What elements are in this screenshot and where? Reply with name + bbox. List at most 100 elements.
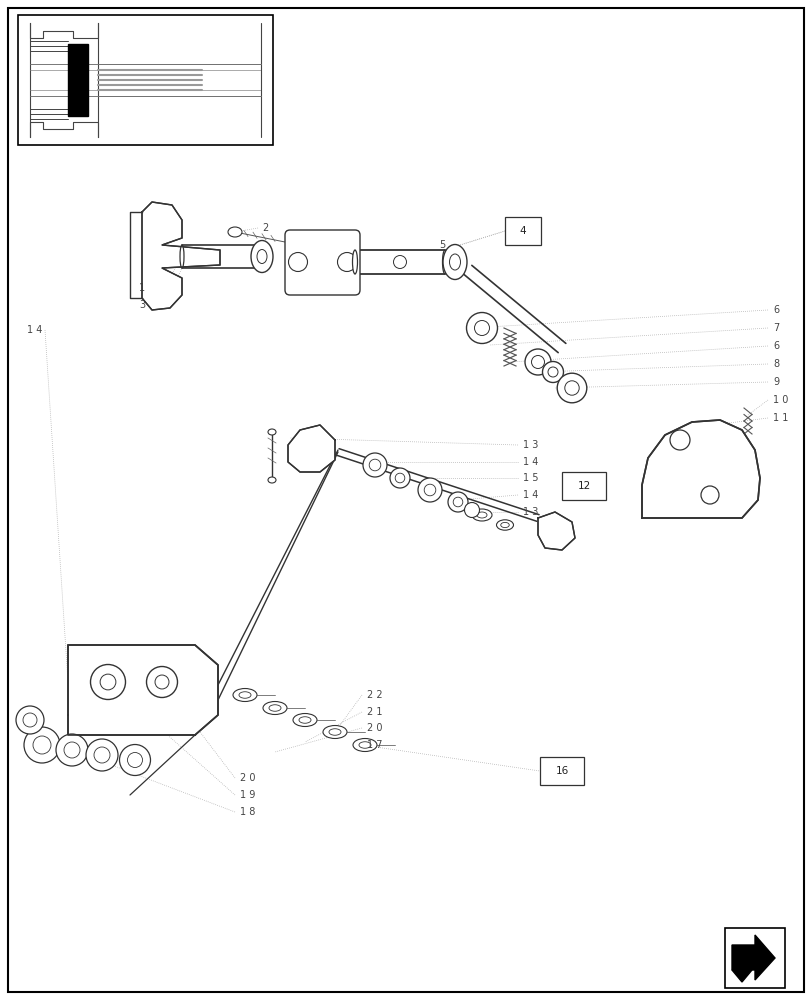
- Text: 1: 1: [139, 283, 145, 293]
- Bar: [504, 217, 540, 245]
- Ellipse shape: [298, 717, 311, 723]
- Ellipse shape: [496, 520, 513, 530]
- Circle shape: [23, 713, 37, 727]
- Text: 7: 7: [772, 323, 779, 333]
- Ellipse shape: [180, 245, 184, 268]
- Bar: [724, 928, 784, 988]
- Circle shape: [448, 492, 467, 512]
- Text: 1 1: 1 1: [772, 413, 787, 423]
- Circle shape: [474, 320, 489, 336]
- Circle shape: [64, 742, 80, 758]
- Text: 1 4: 1 4: [522, 490, 538, 500]
- Ellipse shape: [233, 688, 257, 702]
- Bar: [561, 472, 605, 500]
- Circle shape: [531, 356, 544, 368]
- Text: 2 0: 2 0: [240, 773, 255, 783]
- Circle shape: [393, 255, 406, 268]
- Circle shape: [542, 361, 563, 382]
- Polygon shape: [288, 425, 335, 472]
- Circle shape: [155, 675, 169, 689]
- Circle shape: [466, 312, 497, 344]
- Ellipse shape: [443, 244, 466, 279]
- Text: 9: 9: [772, 377, 779, 387]
- Polygon shape: [642, 420, 759, 518]
- Circle shape: [363, 453, 387, 477]
- Circle shape: [337, 252, 356, 271]
- Ellipse shape: [449, 254, 460, 270]
- Ellipse shape: [442, 250, 447, 274]
- Polygon shape: [142, 202, 220, 310]
- Circle shape: [556, 373, 586, 403]
- Circle shape: [24, 727, 60, 763]
- Ellipse shape: [358, 742, 371, 748]
- Ellipse shape: [500, 522, 508, 528]
- Ellipse shape: [268, 477, 276, 483]
- Text: 16: 16: [555, 766, 568, 776]
- Text: 5: 5: [438, 240, 444, 250]
- Ellipse shape: [263, 702, 286, 714]
- Ellipse shape: [268, 705, 281, 711]
- Ellipse shape: [258, 245, 262, 268]
- Circle shape: [56, 734, 88, 766]
- Bar: [18, 15, 272, 145]
- Text: 8: 8: [772, 359, 779, 369]
- Text: 6: 6: [772, 341, 779, 351]
- Text: 1 8: 1 8: [240, 807, 255, 817]
- Circle shape: [119, 744, 150, 776]
- Ellipse shape: [328, 729, 341, 735]
- Circle shape: [525, 349, 551, 375]
- Circle shape: [547, 367, 557, 377]
- Ellipse shape: [293, 713, 316, 726]
- Circle shape: [94, 747, 109, 763]
- Text: 1 3: 1 3: [522, 507, 538, 517]
- Text: 2 2: 2 2: [367, 690, 382, 700]
- Circle shape: [453, 497, 462, 507]
- Text: 1 4: 1 4: [27, 325, 42, 335]
- Circle shape: [146, 666, 178, 698]
- Ellipse shape: [257, 249, 267, 263]
- Text: 1 0: 1 0: [772, 395, 787, 405]
- Circle shape: [418, 478, 441, 502]
- Text: 1 9: 1 9: [240, 790, 255, 800]
- Circle shape: [395, 473, 405, 483]
- Circle shape: [127, 752, 142, 768]
- Text: 3: 3: [139, 300, 145, 310]
- Circle shape: [16, 706, 44, 734]
- Text: 12: 12: [577, 481, 590, 491]
- Ellipse shape: [323, 725, 346, 738]
- Polygon shape: [68, 645, 217, 735]
- Circle shape: [389, 468, 410, 488]
- Ellipse shape: [353, 738, 376, 752]
- Polygon shape: [731, 970, 751, 982]
- Circle shape: [369, 459, 380, 471]
- Bar: [68, 44, 88, 116]
- Circle shape: [33, 736, 51, 754]
- Text: 1 7: 1 7: [367, 740, 382, 750]
- Text: 1 5: 1 5: [522, 473, 538, 483]
- Circle shape: [669, 430, 689, 450]
- Circle shape: [464, 502, 479, 518]
- Circle shape: [86, 739, 118, 771]
- Text: 6: 6: [772, 305, 779, 315]
- Ellipse shape: [228, 227, 242, 237]
- Text: 2: 2: [262, 223, 268, 233]
- Text: 4: 4: [519, 226, 526, 236]
- Circle shape: [564, 381, 578, 395]
- Text: 2 1: 2 1: [367, 707, 382, 717]
- Circle shape: [100, 674, 116, 690]
- Ellipse shape: [268, 429, 276, 435]
- Ellipse shape: [251, 240, 272, 272]
- Bar: [539, 757, 583, 785]
- Circle shape: [700, 486, 718, 504]
- Circle shape: [423, 484, 436, 496]
- Circle shape: [288, 252, 307, 271]
- Text: 2 0: 2 0: [367, 723, 382, 733]
- Text: 1 3: 1 3: [522, 440, 538, 450]
- Text: 1 4: 1 4: [522, 457, 538, 467]
- Ellipse shape: [476, 512, 487, 518]
- Ellipse shape: [238, 692, 251, 698]
- Polygon shape: [731, 935, 774, 980]
- Polygon shape: [538, 512, 574, 550]
- Circle shape: [90, 664, 126, 700]
- Ellipse shape: [352, 250, 357, 274]
